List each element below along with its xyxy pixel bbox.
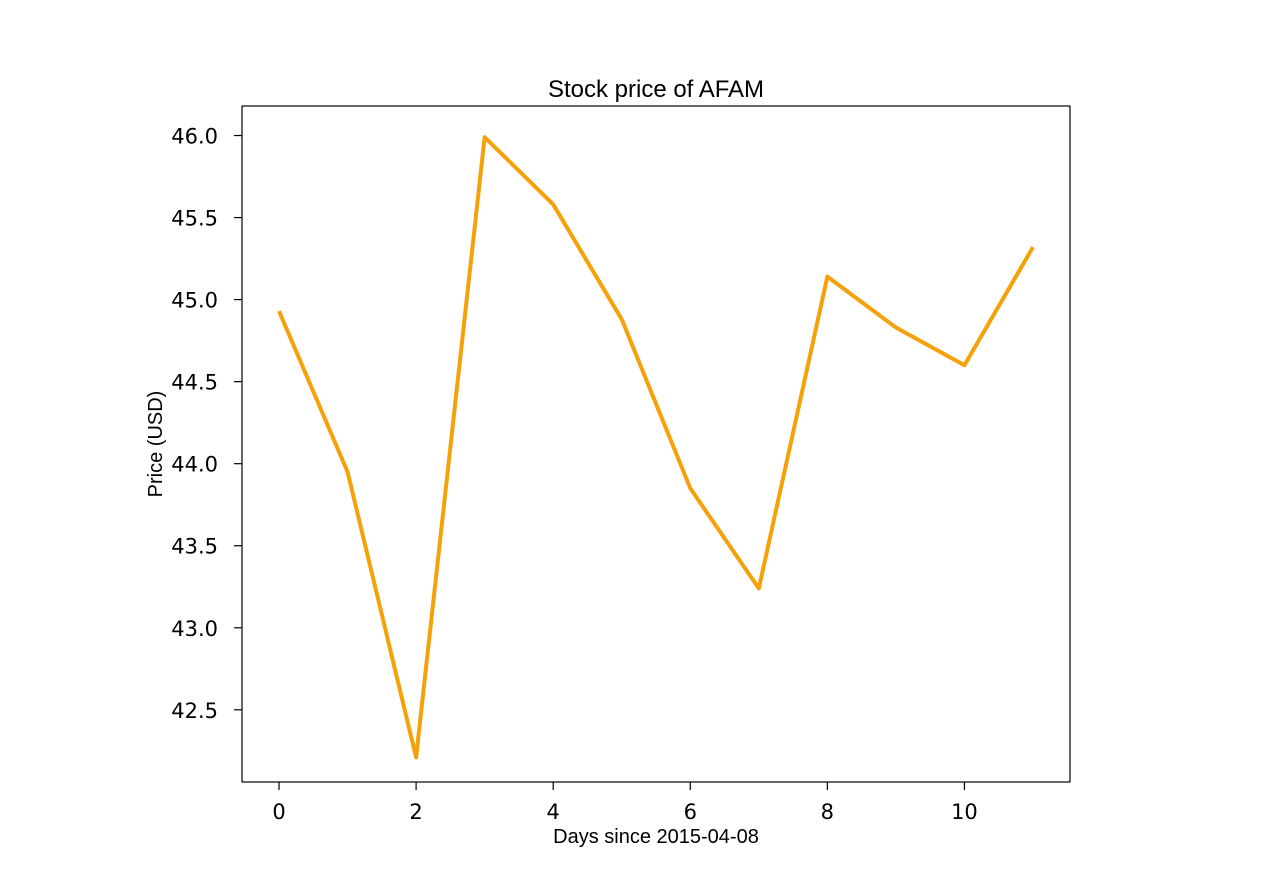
x-axis: 0 2 4 6 8 10 <box>272 782 978 824</box>
y-tick-label: 44.5 <box>171 371 218 395</box>
x-tick-label: 10 <box>951 800 978 824</box>
y-tick-label: 43.0 <box>171 617 218 641</box>
x-axis-label: Days since 2015-04-08 <box>553 826 759 848</box>
plot-area-frame <box>241 105 1071 783</box>
series-line <box>277 135 1035 760</box>
x-tick-label: 8 <box>821 800 834 824</box>
x-tick-label: 6 <box>684 800 697 824</box>
y-tick-label: 45.0 <box>171 289 218 313</box>
series-layer <box>277 135 1035 760</box>
x-tick-label: 4 <box>546 800 559 824</box>
x-tick-label: 2 <box>409 800 422 824</box>
y-tick-label: 45.5 <box>171 207 218 231</box>
y-tick-label: 44.0 <box>171 453 218 477</box>
y-tick-label: 43.5 <box>171 535 218 559</box>
y-tick-label: 42.5 <box>171 699 218 723</box>
y-tick-label: 46.0 <box>171 125 218 149</box>
y-axis: 42.5 43.0 43.5 44.0 44.5 45.0 45.5 46.0 <box>171 125 242 723</box>
chart-title: Stock price of AFAM <box>548 76 764 103</box>
y-axis-label: Price (USD) <box>145 391 167 498</box>
x-tick-label: 0 <box>272 800 285 824</box>
